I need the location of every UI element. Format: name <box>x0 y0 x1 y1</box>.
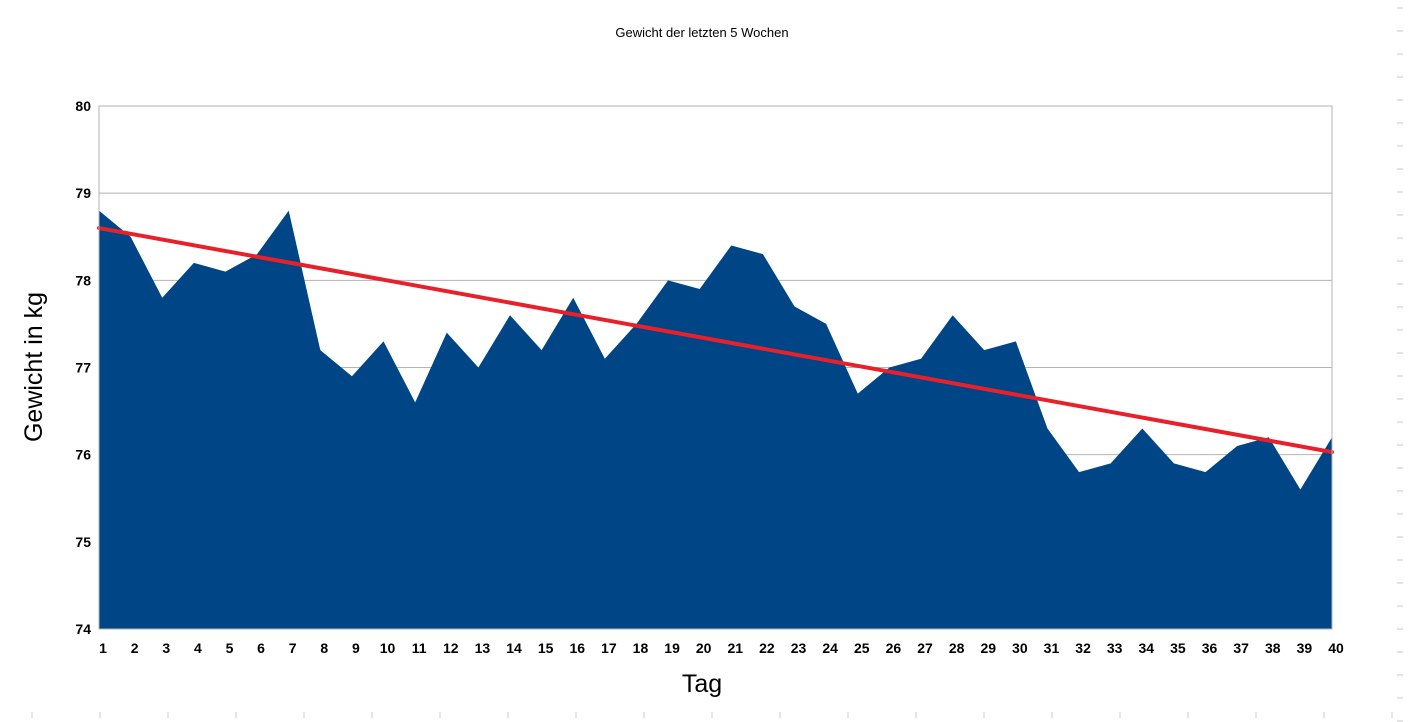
x-tick-label: 12 <box>443 640 459 656</box>
x-tick-label: 39 <box>1297 640 1313 656</box>
x-axis-title: Tag <box>682 670 722 698</box>
x-tick-label: 35 <box>1170 640 1186 656</box>
x-tick-label: 23 <box>791 640 807 656</box>
y-tick-label: 80 <box>75 98 91 114</box>
y-tick-label: 75 <box>75 534 91 550</box>
x-tick-label: 24 <box>822 640 838 656</box>
series-area <box>99 210 1332 629</box>
x-tick-label: 9 <box>352 640 360 656</box>
x-tick-label: 19 <box>664 640 680 656</box>
y-axis-ticks: 74 75 76 77 78 79 80 <box>75 98 91 637</box>
x-tick-label: 18 <box>633 640 649 656</box>
x-axis-ticks: 1 2 3 4 5 6 7 8 9 10 11 12 13 14 15 16 17 18 19 20 21 22 23 24 2… <box>99 640 1344 656</box>
x-tick-label: 1 <box>99 640 107 656</box>
x-tick-label: 38 <box>1265 640 1281 656</box>
x-tick-label: 14 <box>506 640 522 656</box>
x-tick-label: 31 <box>1044 640 1060 656</box>
x-tick-label: 30 <box>1012 640 1028 656</box>
x-tick-label: 22 <box>759 640 775 656</box>
y-tick-label: 76 <box>75 447 91 463</box>
x-tick-label: 8 <box>320 640 328 656</box>
x-tick-label: 20 <box>696 640 712 656</box>
x-tick-label: 21 <box>728 640 744 656</box>
x-tick-label: 13 <box>475 640 491 656</box>
chart-title: Gewicht der letzten 5 Wochen <box>615 25 788 40</box>
y-tick-label: 79 <box>75 185 91 201</box>
x-tick-label: 36 <box>1202 640 1218 656</box>
x-tick-label: 29 <box>980 640 996 656</box>
trend-line-group <box>97 226 1334 455</box>
x-tick-label: 7 <box>289 640 297 656</box>
x-tick-label: 2 <box>131 640 139 656</box>
y-axis-title: Gewicht in kg <box>20 292 48 442</box>
x-tick-label: 25 <box>854 640 870 656</box>
x-tick-label: 34 <box>1139 640 1155 656</box>
series-area-fill <box>99 210 1332 629</box>
page-ruler-marks <box>31 7 1403 722</box>
x-tick-label: 11 <box>412 640 427 656</box>
x-tick-label: 37 <box>1233 640 1249 656</box>
plot-area-border <box>98 105 1333 630</box>
y-tick-label: 78 <box>75 272 91 288</box>
x-tick-label: 6 <box>257 640 265 656</box>
x-tick-label: 16 <box>569 640 585 656</box>
x-tick-label: 4 <box>194 640 202 656</box>
x-tick-label: 5 <box>226 640 234 656</box>
x-tick-label: 17 <box>601 640 617 656</box>
x-tick-label: 33 <box>1107 640 1123 656</box>
x-tick-label: 3 <box>162 640 170 656</box>
y-tick-label: 74 <box>75 621 91 637</box>
trend-line <box>97 226 1334 455</box>
y-tick-label: 77 <box>75 360 91 376</box>
x-tick-label: 27 <box>917 640 933 656</box>
x-tick-label: 40 <box>1328 640 1344 656</box>
x-tick-label: 32 <box>1075 640 1091 656</box>
x-tick-label: 15 <box>538 640 554 656</box>
x-tick-label: 28 <box>949 640 965 656</box>
x-tick-label: 26 <box>886 640 902 656</box>
x-tick-label: 10 <box>380 640 396 656</box>
